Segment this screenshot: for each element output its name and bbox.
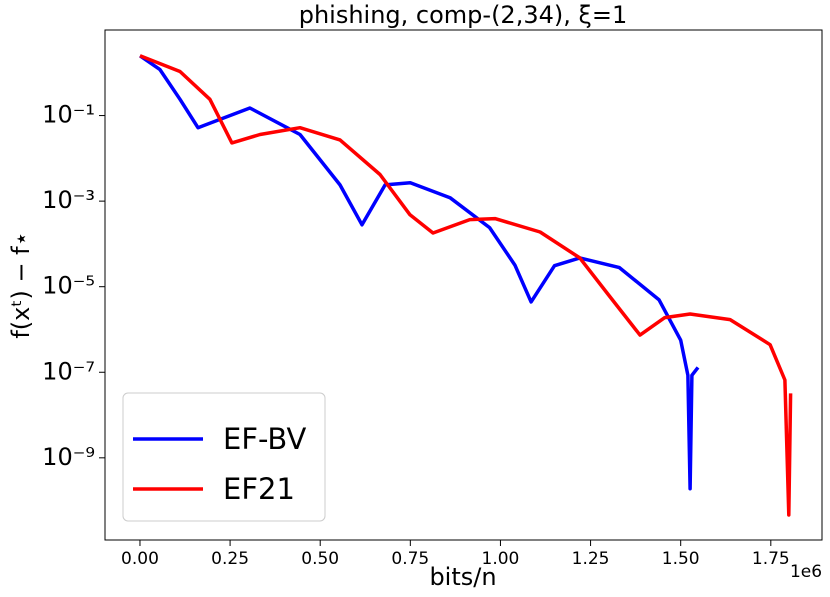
y-tick-label: 10⁻⁹: [42, 443, 95, 471]
y-axis-label: f(xᵗ) − f⋆: [7, 231, 35, 338]
series-line: [139, 54, 793, 517]
x-tick-label: 1.50: [662, 549, 700, 569]
chart-title: phishing, comp-(2,34), ξ=1: [299, 1, 628, 29]
x-tick-label: 0.25: [211, 549, 249, 569]
legend-label: EF21: [223, 472, 295, 506]
x-axis-label: bits/n: [429, 563, 496, 591]
y-tick-label: 10⁻¹: [42, 101, 95, 129]
series-line: [139, 54, 700, 491]
y-tick-label: 10⁻³: [42, 186, 95, 214]
x-tick-label: 1.25: [572, 549, 610, 569]
plot-frame: [104, 29, 823, 541]
x-tick-label: 0.50: [301, 549, 339, 569]
x-tick-label: 0.00: [121, 549, 159, 569]
x-tick-label: 0.75: [391, 549, 429, 569]
x-tick-label: 1.00: [482, 549, 520, 569]
legend-label: EF-BV: [223, 422, 306, 456]
x-tick-label: 1.75: [752, 549, 790, 569]
y-tick-label: 10⁻⁷: [42, 357, 95, 385]
y-tick-label: 10⁻⁵: [42, 272, 95, 300]
x-offset-label: 1e6: [790, 562, 822, 582]
